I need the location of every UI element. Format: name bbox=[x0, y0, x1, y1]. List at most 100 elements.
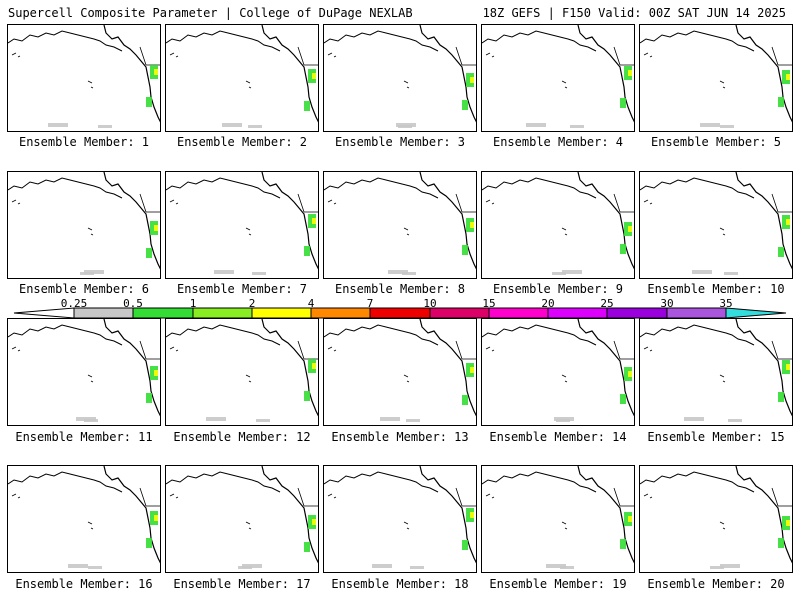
colorbar-tick-label: 7 bbox=[366, 297, 374, 310]
ensemble-map-1 bbox=[7, 24, 161, 132]
scp-shading bbox=[710, 516, 790, 569]
basemap-coastlines bbox=[482, 319, 634, 422]
scp-shading bbox=[684, 360, 790, 422]
basemap-coastlines bbox=[640, 319, 792, 422]
member-label: Ensemble Member: 6 bbox=[18, 282, 150, 296]
basemap-coastlines bbox=[166, 466, 318, 569]
colorbar-segment bbox=[192, 307, 253, 319]
scp-shading bbox=[388, 218, 474, 275]
ensemble-map-6 bbox=[7, 171, 161, 279]
ensemble-map-15 bbox=[639, 318, 793, 426]
basemap-coastlines bbox=[324, 25, 476, 128]
member-label: Ensemble Member: 5 bbox=[650, 135, 782, 149]
scp-shading bbox=[76, 366, 158, 422]
scp-shading bbox=[546, 512, 632, 569]
ensemble-map-13 bbox=[323, 318, 477, 426]
member-label: Ensemble Member: 18 bbox=[331, 577, 469, 591]
ensemble-map-4 bbox=[481, 24, 635, 132]
colorbar-tick-label: 1 bbox=[189, 297, 197, 310]
ensemble-map-16 bbox=[7, 465, 161, 573]
ensemble-map-3 bbox=[323, 24, 477, 132]
scp-shading bbox=[222, 69, 316, 128]
basemap-coastlines bbox=[8, 25, 160, 128]
member-label: Ensemble Member: 9 bbox=[492, 282, 624, 296]
basemap-coastlines bbox=[640, 466, 792, 569]
scp-shading bbox=[372, 508, 474, 569]
basemap-coastlines bbox=[8, 172, 160, 275]
member-label: Ensemble Member: 11 bbox=[15, 430, 153, 444]
ensemble-map-8 bbox=[323, 171, 477, 279]
colorbar-tick-label: 4 bbox=[307, 297, 315, 310]
ensemble-map-20 bbox=[639, 465, 793, 573]
scp-shading bbox=[692, 215, 790, 275]
colorbar-tick-label: 25 bbox=[600, 297, 614, 310]
colorbar-segment bbox=[369, 307, 431, 319]
basemap-coastlines bbox=[166, 25, 318, 128]
scp-shading bbox=[238, 515, 316, 569]
member-label: Ensemble Member: 14 bbox=[489, 430, 627, 444]
colorbar-segment bbox=[310, 307, 371, 319]
scp-shading bbox=[48, 65, 158, 128]
basemap-coastlines bbox=[166, 172, 318, 275]
colorbar bbox=[13, 307, 787, 319]
basemap-coastlines bbox=[640, 25, 792, 128]
basemap-coastlines bbox=[324, 319, 476, 422]
ensemble-map-9 bbox=[481, 171, 635, 279]
basemap-coastlines bbox=[166, 319, 318, 422]
basemap-coastlines bbox=[8, 319, 160, 422]
colorbar-tick-label: 20 bbox=[541, 297, 555, 310]
scp-shading bbox=[80, 221, 158, 275]
colorbar-tick-label: 10 bbox=[423, 297, 437, 310]
scp-shading bbox=[554, 367, 632, 422]
ensemble-map-19 bbox=[481, 465, 635, 573]
member-label: Ensemble Member: 8 bbox=[334, 282, 466, 296]
member-label: Ensemble Member: 15 bbox=[647, 430, 785, 444]
member-label: Ensemble Member: 2 bbox=[176, 135, 308, 149]
scp-shading bbox=[214, 214, 316, 275]
member-label: Ensemble Member: 20 bbox=[647, 577, 785, 591]
colorbar-segment bbox=[666, 307, 727, 319]
member-label: Ensemble Member: 16 bbox=[15, 577, 153, 591]
colorbar-segment bbox=[606, 307, 668, 319]
member-label: Ensemble Member: 12 bbox=[173, 430, 311, 444]
colorbar-segment bbox=[429, 307, 490, 319]
colorbar-tick-label: 15 bbox=[482, 297, 496, 310]
colorbar-segment bbox=[547, 307, 608, 319]
scp-shading bbox=[552, 222, 632, 275]
member-label: Ensemble Member: 10 bbox=[647, 282, 785, 296]
colorbar-segment bbox=[488, 307, 549, 319]
member-label: Ensemble Member: 4 bbox=[492, 135, 624, 149]
basemap-coastlines bbox=[482, 172, 634, 275]
ensemble-map-7 bbox=[165, 171, 319, 279]
colorbar-tick-label: 2 bbox=[248, 297, 256, 310]
colorbar-tick-label: 0.25 bbox=[60, 297, 88, 310]
ensemble-map-14 bbox=[481, 318, 635, 426]
ensemble-map-5 bbox=[639, 24, 793, 132]
member-label: Ensemble Member: 1 bbox=[18, 135, 150, 149]
ensemble-map-18 bbox=[323, 465, 477, 573]
member-label: Ensemble Member: 19 bbox=[489, 577, 627, 591]
basemap-coastlines bbox=[324, 172, 476, 275]
map-title: Supercell Composite Parameter | College … bbox=[8, 6, 413, 20]
colorbar-segment bbox=[251, 307, 312, 319]
ensemble-map-10 bbox=[639, 171, 793, 279]
scp-shading bbox=[700, 70, 790, 128]
scp-shading bbox=[526, 66, 632, 128]
colorbar-tick-label: 35 bbox=[719, 297, 733, 310]
member-label: Ensemble Member: 3 bbox=[334, 135, 466, 149]
ensemble-map-11 bbox=[7, 318, 161, 426]
scp-shading bbox=[380, 363, 474, 422]
scp-shading bbox=[68, 511, 158, 569]
colorbar-tick-label: 0.5 bbox=[123, 297, 143, 310]
basemap-coastlines bbox=[8, 466, 160, 569]
valid-time-label: 18Z GEFS | F150 Valid: 00Z SAT JUN 14 20… bbox=[482, 6, 786, 20]
ensemble-map-17 bbox=[165, 465, 319, 573]
basemap-coastlines bbox=[482, 466, 634, 569]
basemap-coastlines bbox=[324, 466, 476, 569]
basemap-coastlines bbox=[640, 172, 792, 275]
member-label: Ensemble Member: 17 bbox=[173, 577, 311, 591]
basemap-coastlines bbox=[482, 25, 634, 128]
member-label: Ensemble Member: 7 bbox=[176, 282, 308, 296]
member-label: Ensemble Member: 13 bbox=[331, 430, 469, 444]
scp-shading bbox=[206, 359, 316, 422]
